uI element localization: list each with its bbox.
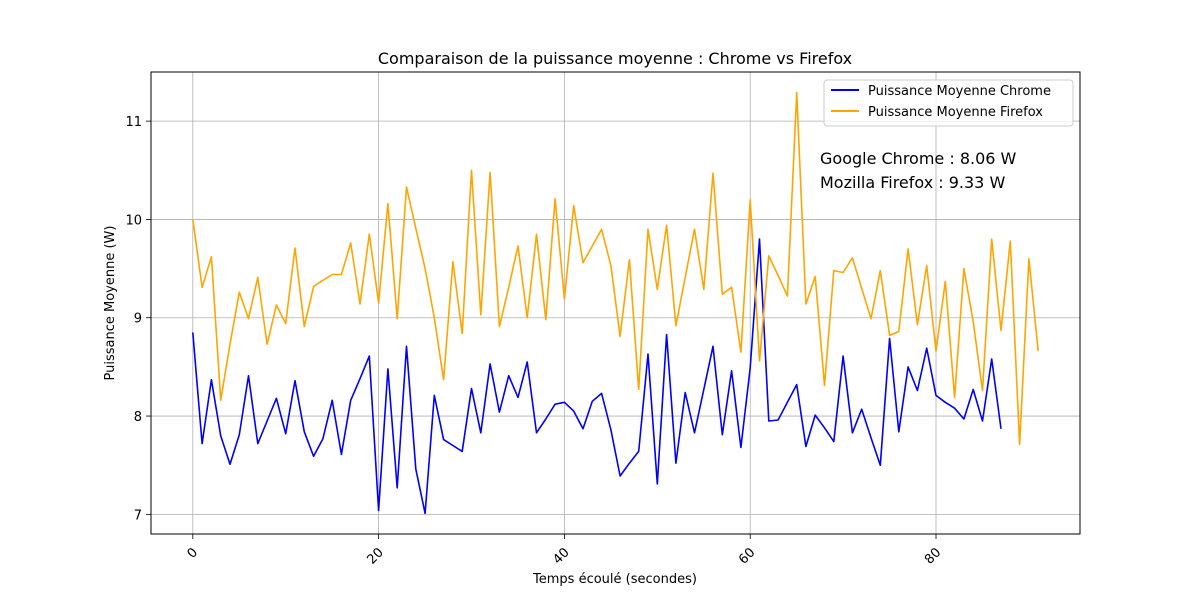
series-line-firefox	[192, 91, 1039, 446]
annotation-firefox-average: Mozilla Firefox : 9.33 W	[820, 173, 1005, 192]
series-layer	[192, 91, 1039, 515]
y-tick-label: 8	[134, 410, 142, 425]
x-axis-label: Temps écoulé (secondes)	[532, 572, 697, 587]
chart-title: Comparaison de la puissance moyenne : Ch…	[378, 49, 852, 68]
y-tick-label: 11	[125, 115, 142, 130]
legend-box	[823, 79, 1074, 127]
series-line-chrome	[192, 238, 1002, 515]
annotation-chrome-average: Google Chrome : 8.06 W	[820, 149, 1017, 168]
legend-label-firefox: Puissance Moyenne Firefox	[868, 105, 1043, 120]
plot-frame	[150, 71, 1081, 535]
y-tick-label: 7	[134, 508, 142, 523]
legend: Puissance Moyenne Chrome Puissance Moyen…	[823, 79, 1074, 127]
y-tick-label: 9	[134, 312, 142, 327]
y-axis-label: Puissance Moyenne (W)	[103, 226, 118, 381]
y-tick-label: 10	[125, 213, 142, 228]
legend-label-chrome: Puissance Moyenne Chrome	[868, 84, 1051, 99]
